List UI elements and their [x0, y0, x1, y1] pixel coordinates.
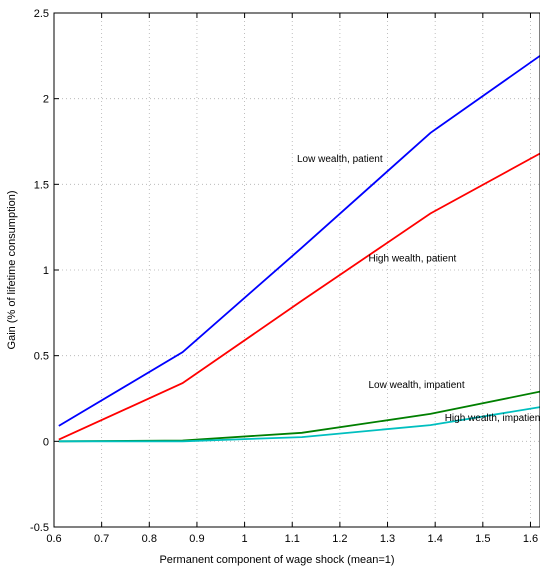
y-tick-label: 2 [43, 94, 49, 106]
x-tick-label: 0.7 [94, 533, 109, 545]
grid-lines [54, 13, 540, 527]
x-axis-label: Permanent component of wage shock (mean=… [159, 554, 394, 566]
axis-ticks [53, 12, 531, 528]
x-tick-label: 1.3 [380, 533, 395, 545]
x-tick-label: 1.2 [332, 533, 347, 545]
y-tick-label: 0.5 [34, 351, 49, 363]
plot-lines [58, 55, 540, 443]
series-annotation: High wealth, patient [368, 253, 456, 264]
y-axis-label: Gain (% of lifetime consumption) [6, 191, 18, 350]
series-line-low-wealth-patient [58, 55, 540, 427]
series-annotation: High wealth, impatient [445, 413, 540, 424]
x-tick-label: 1.6 [523, 533, 538, 545]
x-tick-labels: 0.6 0.7 0.8 0.9 1 1.1 1.2 1.3 1.4 1.5 1.6 [46, 533, 538, 545]
x-tick-label: 1.5 [475, 533, 490, 545]
y-tick-labels: -0.5 0 0.5 1 1.5 2 2.5 [30, 8, 49, 534]
x-tick-label: 0.8 [142, 533, 157, 545]
y-tick-label: 0 [43, 436, 49, 448]
x-tick-label: 0.6 [46, 533, 61, 545]
series-annotation: Low wealth, impatient [368, 380, 464, 391]
series-line-high-wealth-patient [58, 152, 540, 441]
x-tick-label: 1.4 [428, 533, 443, 545]
x-tick-label: 0.9 [189, 533, 204, 545]
x-tick-label: 1.1 [285, 533, 300, 545]
x-tick-label: 1 [242, 533, 248, 545]
annotations: Low wealth, patient High wealth, patient L… [297, 154, 540, 424]
y-tick-label: 1.5 [34, 179, 49, 191]
y-tick-label: -0.5 [30, 522, 49, 534]
series-line-high-wealth-impatient [58, 406, 540, 443]
y-tick-label: 1 [43, 265, 49, 277]
y-tick-label: 2.5 [34, 8, 49, 20]
series-annotation: Low wealth, patient [297, 154, 383, 165]
